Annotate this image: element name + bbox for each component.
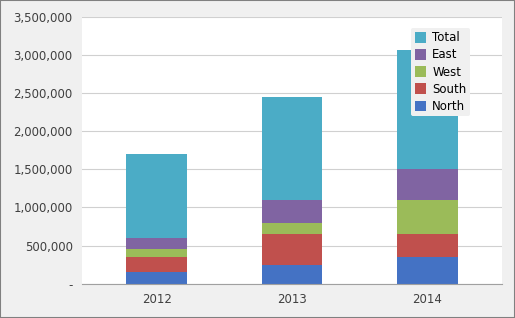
Bar <box>262 97 322 200</box>
Bar <box>262 223 322 234</box>
Bar <box>126 238 187 249</box>
Bar <box>262 265 322 284</box>
Bar <box>262 234 322 265</box>
Bar <box>397 50 458 169</box>
Bar <box>126 154 187 238</box>
Legend: Total, East, West, South, North: Total, East, West, South, North <box>411 28 470 116</box>
Bar <box>397 234 458 257</box>
Bar <box>126 272 187 284</box>
Bar <box>397 257 458 284</box>
Bar <box>397 200 458 234</box>
Bar <box>397 169 458 200</box>
Bar <box>126 257 187 272</box>
Bar <box>262 200 322 223</box>
Bar <box>126 249 187 257</box>
